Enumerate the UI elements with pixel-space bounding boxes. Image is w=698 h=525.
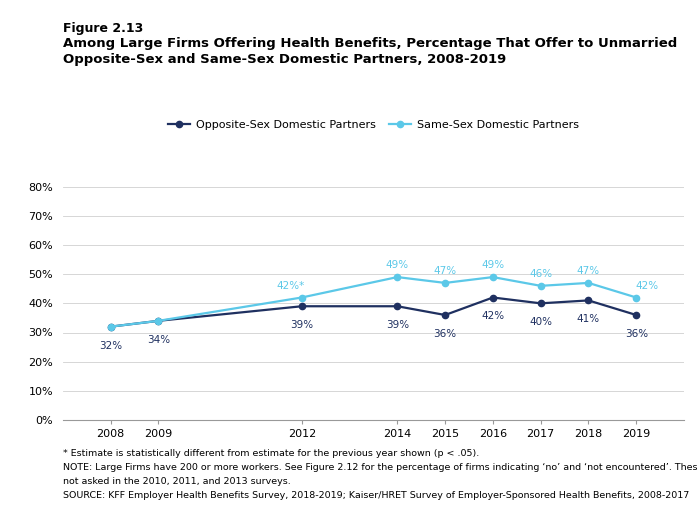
- Text: Opposite-Sex and Same-Sex Domestic Partners, 2008-2019: Opposite-Sex and Same-Sex Domestic Partn…: [63, 52, 506, 66]
- Text: 42%*: 42%*: [276, 280, 305, 290]
- Text: 40%: 40%: [529, 317, 552, 327]
- Text: not asked in the 2010, 2011, and 2013 surveys.: not asked in the 2010, 2011, and 2013 su…: [63, 477, 290, 486]
- Text: 47%: 47%: [433, 266, 456, 276]
- Text: * Estimate is statistically different from estimate for the previous year shown : * Estimate is statistically different fr…: [63, 449, 479, 458]
- Text: 32%: 32%: [99, 341, 122, 351]
- Text: 42%: 42%: [636, 280, 659, 290]
- Text: Among Large Firms Offering Health Benefits, Percentage That Offer to Unmarried: Among Large Firms Offering Health Benefi…: [63, 37, 677, 50]
- Text: 36%: 36%: [625, 329, 648, 339]
- Text: 47%: 47%: [577, 266, 600, 276]
- Text: 36%: 36%: [433, 329, 456, 339]
- Text: 34%: 34%: [147, 335, 170, 345]
- Text: NOTE: Large Firms have 200 or more workers. See Figure 2.12 for the percentage o: NOTE: Large Firms have 200 or more worke…: [63, 463, 698, 472]
- Text: 39%: 39%: [290, 320, 313, 330]
- Text: 41%: 41%: [577, 314, 600, 324]
- Text: Figure 2.13: Figure 2.13: [63, 22, 143, 35]
- Text: 46%: 46%: [529, 269, 552, 279]
- Text: 49%: 49%: [386, 260, 409, 270]
- Text: 39%: 39%: [386, 320, 409, 330]
- Text: 42%: 42%: [482, 311, 505, 321]
- Text: SOURCE: KFF Employer Health Benefits Survey, 2018-2019; Kaiser/HRET Survey of Em: SOURCE: KFF Employer Health Benefits Sur…: [63, 491, 689, 500]
- Text: 49%: 49%: [482, 260, 505, 270]
- Legend: Opposite-Sex Domestic Partners, Same-Sex Domestic Partners: Opposite-Sex Domestic Partners, Same-Sex…: [163, 116, 584, 135]
